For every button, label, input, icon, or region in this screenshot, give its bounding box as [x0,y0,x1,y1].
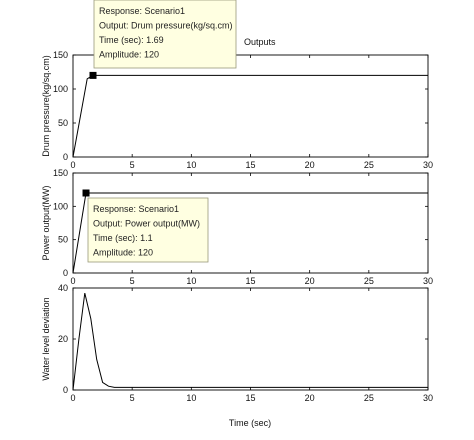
water-level-x-tick-label: 20 [305,393,315,403]
power-output-x-tick-label: 10 [186,276,196,286]
drum-pressure-y-tick-label: 150 [53,50,68,60]
power-output-x-tick-label: 30 [423,276,433,286]
drum-pressure-x-tick-label: 25 [364,160,374,170]
power-output-y-tick-label: 100 [53,201,68,211]
drum-pressure-x-tick-label: 15 [245,160,255,170]
drum-pressure-x-tick-label: 0 [70,160,75,170]
drum-pressure-datatip-time: Time (sec): 1.69 [99,35,164,45]
water-level-x-tick-label: 15 [245,393,255,403]
power-output-x-tick-label: 25 [364,276,374,286]
water-level-x-tick-label: 30 [423,393,433,403]
power-output-x-tick-label: 0 [70,276,75,286]
drum-pressure-x-tick-label: 20 [305,160,315,170]
drum-pressure-datatip-output: Output: Drum pressure(kg/sq.cm) [99,21,233,31]
power-output-datatip-box [87,197,209,263]
drum-pressure-x-tick-label: 30 [423,160,433,170]
power-output-datatip-amplitude: Amplitude: 120 [93,248,153,258]
water-level-axes: 0 5 10 15 20 25 30 0 20 40 Water level deviation [41,283,433,403]
power-output-y-tick-label: 150 [53,168,68,178]
power-output-datatip-time: Time (sec): 1.1 [93,233,153,243]
drum-pressure-x-tick-label: 5 [130,160,135,170]
power-output-y-tick-label: 50 [58,235,68,245]
water-level-x-tick-label: 0 [70,393,75,403]
water-level-x-tick-label: 5 [130,393,135,403]
power-output-datatip-output: Output: Power output(MW) [93,219,200,229]
drum-pressure-datatip-marker[interactable] [89,71,97,79]
drum-pressure-datatip-response: Response: Scenario1 [99,6,185,16]
water-level-x-tick-label: 10 [186,393,196,403]
drum-pressure-x-tick-label: 10 [186,160,196,170]
x-axis-label: Time (sec) [229,418,271,428]
power-output-datatip-response: Response: Scenario1 [93,204,179,214]
power-output-y-label: Power output(MW) [41,185,51,260]
drum-pressure-y-tick-label: 100 [53,84,68,94]
power-output-y-tick-label: 0 [63,268,68,278]
power-output-x-tick-label: 5 [130,276,135,286]
drum-pressure-y-label: Drum pressure(kg/sq.cm) [41,55,51,157]
power-output-x-tick-label: 15 [245,276,255,286]
drum-pressure-datatip-amplitude: Amplitude: 120 [99,50,159,60]
water-level-x-tick-label: 25 [364,393,374,403]
water-level-plot-area [72,287,429,391]
power-output-datatip-marker[interactable] [82,189,90,197]
water-level-y-tick-label: 40 [58,283,68,293]
drum-pressure-plot-area [72,54,429,158]
drum-pressure-y-tick-label: 0 [63,152,68,162]
power-output-x-tick-label: 20 [305,276,315,286]
water-level-y-tick-label: 20 [58,334,68,344]
power-output-datatip: Response: Scenario1 Output: Power output(… [87,197,209,263]
water-level-y-label: Water level deviation [41,297,51,380]
water-level-series-line [72,292,428,391]
drum-pressure-y-tick-label: 50 [58,118,68,128]
figure-title: Outputs [244,37,276,47]
water-level-y-tick-label: 0 [63,385,68,395]
drum-pressure-datatip: Response: Scenario1 Output: Drum pressure… [93,0,237,69]
drum-pressure-datatip-box [93,0,237,69]
